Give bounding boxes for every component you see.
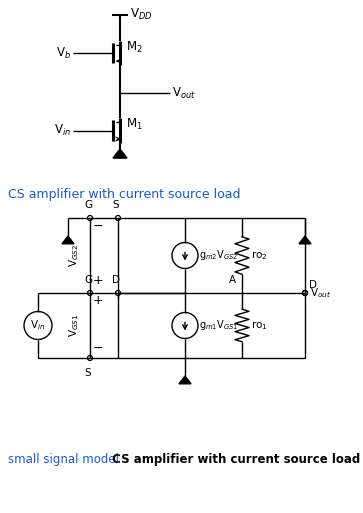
Polygon shape bbox=[62, 236, 74, 244]
Text: V$_{GS1}$: V$_{GS1}$ bbox=[67, 314, 81, 337]
Text: g$_{m1}$V$_{GS1}$: g$_{m1}$V$_{GS1}$ bbox=[199, 319, 238, 332]
Text: V$_{DD}$: V$_{DD}$ bbox=[130, 7, 152, 22]
Text: M$_2$: M$_2$ bbox=[126, 40, 143, 54]
Text: −: − bbox=[93, 342, 103, 354]
Text: M$_1$: M$_1$ bbox=[126, 117, 143, 132]
Text: D: D bbox=[112, 275, 120, 285]
Text: S: S bbox=[113, 200, 119, 210]
Text: A: A bbox=[228, 275, 236, 285]
Text: CS amplifier with current source load: CS amplifier with current source load bbox=[8, 188, 241, 201]
Text: G: G bbox=[84, 200, 92, 210]
Text: V$_{in}$: V$_{in}$ bbox=[30, 319, 46, 332]
Text: small signal model: small signal model bbox=[8, 453, 119, 466]
Text: CS amplifier with current source load: CS amplifier with current source load bbox=[108, 453, 360, 466]
Polygon shape bbox=[113, 149, 127, 158]
Text: S: S bbox=[85, 368, 91, 378]
Text: −: − bbox=[93, 220, 103, 232]
Text: G: G bbox=[84, 275, 92, 285]
Polygon shape bbox=[179, 376, 191, 384]
Text: V$_{GS2}$: V$_{GS2}$ bbox=[67, 244, 81, 267]
Text: ro$_1$: ro$_1$ bbox=[251, 319, 268, 332]
Text: +: + bbox=[93, 294, 103, 307]
Text: V$_{out}$: V$_{out}$ bbox=[310, 286, 331, 300]
Polygon shape bbox=[299, 236, 311, 244]
Text: D: D bbox=[309, 280, 317, 290]
Text: ro$_2$: ro$_2$ bbox=[251, 249, 268, 262]
Text: +: + bbox=[93, 274, 103, 287]
Text: V$_{out}$: V$_{out}$ bbox=[172, 86, 196, 101]
Text: V$_{in}$: V$_{in}$ bbox=[54, 123, 71, 138]
Text: g$_{m2}$V$_{GS2}$: g$_{m2}$V$_{GS2}$ bbox=[199, 248, 238, 263]
Text: V$_b$: V$_b$ bbox=[56, 46, 71, 61]
